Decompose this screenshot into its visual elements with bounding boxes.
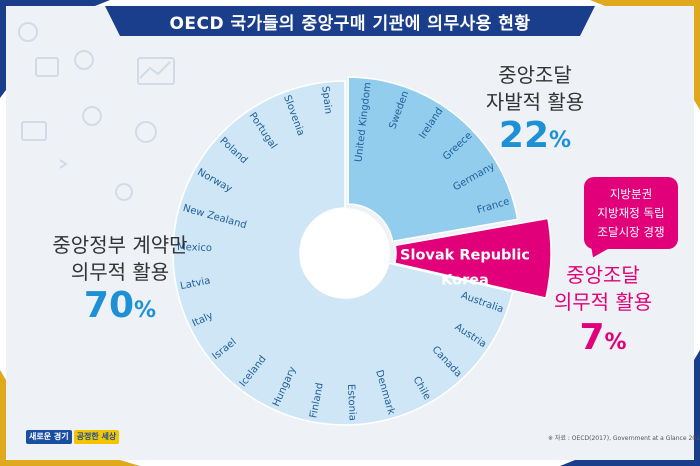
donut-hole bbox=[300, 208, 390, 298]
mandatory-all-percent: 7% bbox=[528, 318, 678, 363]
mandatory-percent-value: 70 bbox=[83, 285, 135, 326]
page-title: OECD 국가들의 중앙구매 기관에 의무사용 현황 bbox=[169, 13, 531, 34]
mandatory-percent: 70% bbox=[40, 286, 200, 331]
target-icon bbox=[82, 106, 102, 126]
logo: 새로운 경기 공정한 세상 bbox=[26, 430, 120, 444]
mandatory-all-label-line1: 중앙조달 bbox=[566, 263, 640, 287]
logo-part2: 공정한 세상 bbox=[73, 430, 120, 444]
voluntary-label-line2: 자발적 활용 bbox=[485, 90, 585, 114]
mandatory-all-percent-value: 7 bbox=[579, 317, 605, 358]
magnifier-icon bbox=[74, 50, 94, 70]
country-label: Spain bbox=[319, 86, 333, 115]
chart-icon bbox=[35, 57, 59, 77]
title-banner bbox=[105, 6, 595, 36]
segment-voluntary bbox=[347, 76, 519, 243]
country-label: Mexico bbox=[177, 242, 212, 254]
voluntary-percent-unit: % bbox=[549, 128, 572, 153]
note-line1: 지방분권 bbox=[609, 186, 653, 201]
pie-icon bbox=[135, 121, 157, 143]
growth-chart-icon bbox=[139, 61, 171, 79]
note-line2: 지방재정 독립 bbox=[597, 205, 665, 220]
note-bubble: 지방분권 지방재정 독립 조달시장 경쟁 bbox=[584, 177, 678, 249]
country-label: Slovak Republic bbox=[400, 248, 530, 264]
mandatory-all-percent-unit: % bbox=[604, 330, 627, 355]
source-note: ※ 자료 : OECD(2017), Government at a Glanc… bbox=[548, 435, 700, 442]
logo-part1: 새로운 경기 bbox=[26, 430, 72, 444]
gear-icon bbox=[59, 159, 68, 169]
document-icon bbox=[21, 121, 47, 141]
mandatory-label-line1: 중앙정부 계약만 bbox=[52, 233, 188, 257]
voluntary-percent-value: 22 bbox=[498, 115, 550, 156]
mandatory-all-label-line2: 의무적 활용 bbox=[553, 290, 653, 314]
note-line3: 조달시장 경쟁 bbox=[597, 224, 665, 239]
mandatory-label-line2: 의무적 활용 bbox=[70, 260, 170, 284]
segment-mandatory_all bbox=[393, 217, 552, 300]
voluntary-percent: 22% bbox=[460, 116, 610, 161]
mandatory-percent-unit: % bbox=[134, 298, 157, 323]
voluntary-label-line1: 중앙조달 bbox=[498, 63, 572, 87]
country-label: Estonia bbox=[345, 384, 358, 421]
country-label: Korea bbox=[441, 273, 489, 289]
bulb-icon bbox=[18, 22, 38, 42]
search-icon bbox=[115, 183, 133, 201]
